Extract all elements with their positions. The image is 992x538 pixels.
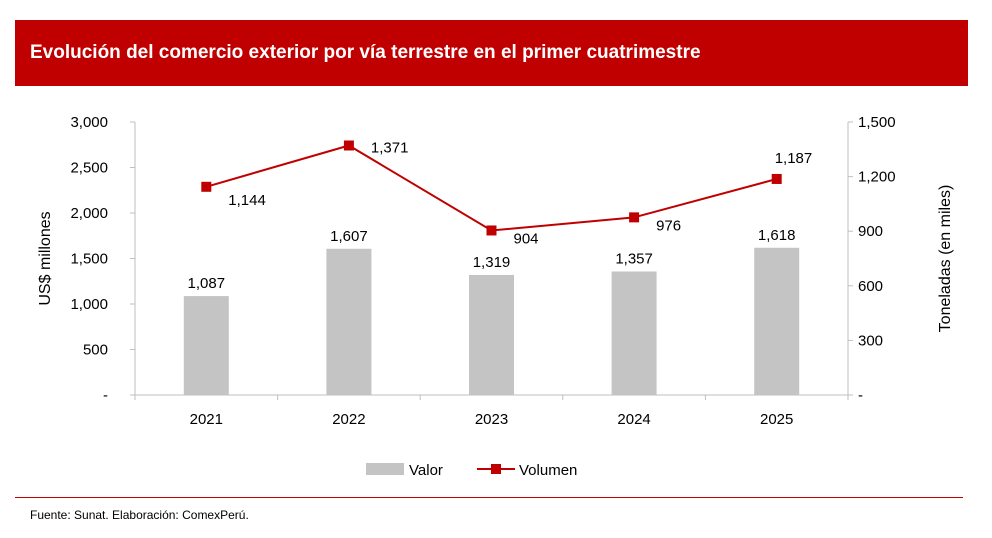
x-tick-label: 2021 — [190, 411, 223, 428]
x-tick-label: 2023 — [475, 411, 508, 428]
line-label: 904 — [514, 230, 539, 247]
bar — [469, 274, 514, 395]
right-tick-label: 1,500 — [858, 114, 896, 131]
x-tick-label: 2024 — [617, 411, 650, 428]
bar-label: 1,319 — [473, 254, 511, 271]
source-note: Fuente: Sunat. Elaboración: ComexPerú. — [30, 508, 249, 522]
legend-label-valor: Valor — [409, 462, 443, 479]
line-label: 1,371 — [371, 139, 409, 156]
line-label: 976 — [656, 217, 681, 234]
bar — [754, 247, 800, 395]
line-marker — [629, 212, 640, 223]
x-tick-label: 2025 — [760, 411, 793, 428]
legend-label-volumen: Volumen — [519, 462, 577, 479]
line-marker — [771, 173, 782, 184]
right-tick-label: 600 — [858, 278, 883, 295]
legend-swatch-valor — [366, 463, 404, 475]
chart-title: Evolución del comercio exterior por vía … — [15, 20, 968, 86]
legend-marker-volumen — [491, 464, 501, 474]
left-tick-label: 1,000 — [70, 296, 108, 313]
y2-axis-label: Toneladas (en miles) — [937, 185, 954, 333]
right-tick-label: 900 — [858, 223, 883, 240]
right-tick-label: - — [858, 387, 863, 404]
left-tick-label: 500 — [83, 342, 108, 359]
line-marker — [343, 140, 354, 151]
left-tick-label: 2,000 — [70, 205, 108, 222]
right-tick-label: 300 — [858, 332, 883, 349]
line-label: 1,144 — [228, 192, 266, 209]
volume-line — [206, 144, 777, 232]
y-axis-label: US$ millones — [37, 211, 54, 305]
bar — [183, 296, 229, 395]
left-tick-label: - — [103, 387, 108, 404]
left-tick-label: 2,500 — [70, 160, 108, 177]
bar — [326, 248, 372, 395]
bar-label: 1,618 — [758, 227, 796, 244]
right-tick-label: 1,200 — [858, 169, 896, 186]
bar-label: 1,087 — [188, 275, 226, 292]
line-label: 1,187 — [775, 150, 813, 167]
x-tick-label: 2022 — [332, 411, 365, 428]
line-marker — [201, 181, 212, 192]
source-divider — [15, 497, 963, 498]
bar — [611, 271, 657, 395]
line-marker — [486, 225, 497, 236]
left-tick-label: 3,000 — [70, 114, 108, 131]
bar-label: 1,607 — [330, 228, 368, 245]
left-tick-label: 1,500 — [70, 251, 108, 268]
bar-label: 1,357 — [615, 251, 653, 268]
